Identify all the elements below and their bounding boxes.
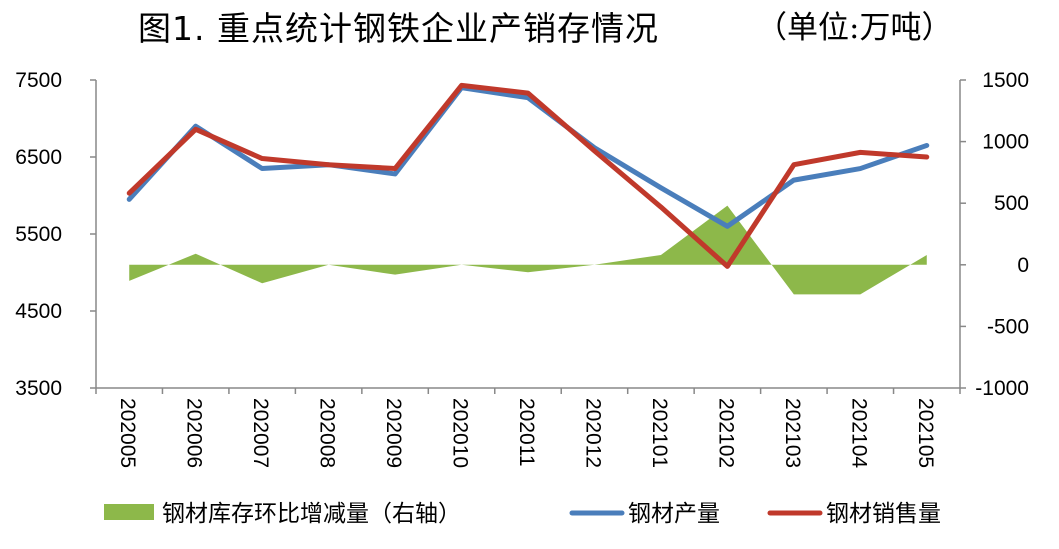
x-tick-label: 202005 bbox=[116, 398, 139, 468]
legend-label: 钢材库存环比增减量（右轴） bbox=[162, 501, 461, 527]
x-tick-label: 202006 bbox=[183, 398, 206, 468]
x-tick-label: 202105 bbox=[914, 398, 937, 468]
x-tick-label: 202010 bbox=[449, 398, 472, 468]
x-tick-label: 202011 bbox=[515, 398, 538, 467]
left-tick-label: 3500 bbox=[15, 377, 62, 400]
right-tick-label: 500 bbox=[994, 192, 1029, 215]
right-tick-label: 1500 bbox=[982, 69, 1029, 92]
x-tick-label: 202101 bbox=[648, 398, 671, 468]
x-tick-label: 202102 bbox=[714, 398, 737, 468]
chart-unit: （单位:万吨） bbox=[756, 10, 953, 46]
left-tick-label: 7500 bbox=[15, 69, 62, 92]
series-inventory-change-area bbox=[129, 205, 927, 295]
series-sales-line bbox=[126, 85, 930, 229]
left-tick-label: 6500 bbox=[15, 146, 62, 169]
right-tick-label: 1000 bbox=[982, 131, 1029, 154]
legend-label: 钢材销售量 bbox=[826, 501, 941, 527]
title-row: 图1. 重点统计钢铁企业产销存情况 （单位:万吨） bbox=[0, 2, 1059, 48]
right-tick-label: -500 bbox=[987, 315, 1029, 338]
chart-title: 图1. 重点统计钢铁企业产销存情况 bbox=[138, 9, 659, 48]
legend-swatch-area bbox=[104, 504, 154, 520]
x-tick-label: 202104 bbox=[847, 398, 870, 468]
legend-label: 钢材产量 bbox=[628, 501, 720, 527]
x-tick-label: 202103 bbox=[781, 398, 804, 468]
right-tick-label: 0 bbox=[1017, 254, 1029, 277]
x-tick-label: 202008 bbox=[316, 398, 339, 468]
x-tick-label: 202012 bbox=[581, 398, 604, 468]
left-tick-label: 4500 bbox=[15, 300, 62, 323]
x-tick-label: 202009 bbox=[382, 398, 405, 468]
x-tick-label: 202007 bbox=[249, 398, 272, 468]
legend: 钢材库存环比增减量（右轴） 钢材产量 钢材销售量 bbox=[104, 501, 941, 527]
left-tick-label: 5500 bbox=[15, 223, 62, 246]
right-tick-label: -1000 bbox=[975, 377, 1029, 400]
